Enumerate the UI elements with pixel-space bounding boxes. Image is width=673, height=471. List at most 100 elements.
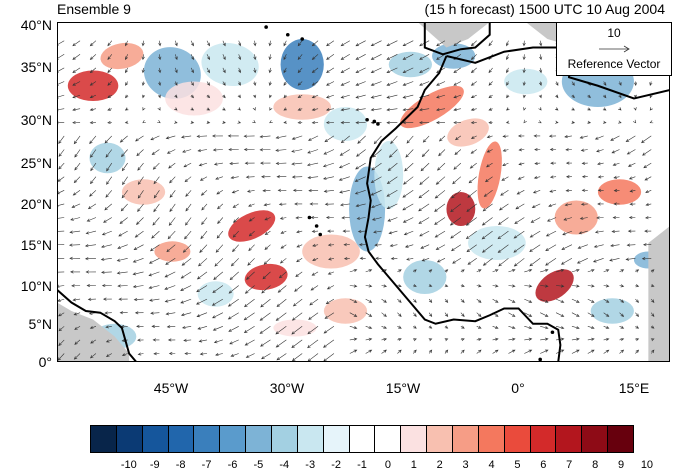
wind-vector xyxy=(502,148,509,152)
wind-vector xyxy=(279,258,287,264)
wind-vector xyxy=(328,257,334,261)
wind-vector xyxy=(72,108,81,112)
wind-vector xyxy=(428,338,433,342)
wind-vector xyxy=(340,54,350,60)
wind-vector xyxy=(578,230,588,235)
wind-vector xyxy=(581,188,588,192)
wind-vector xyxy=(505,54,509,61)
wind-vector xyxy=(576,258,588,264)
wind-vector xyxy=(436,162,446,171)
wind-vector xyxy=(513,244,525,253)
wind-vector xyxy=(164,285,176,290)
wind-vector xyxy=(297,94,303,99)
wind-vector xyxy=(311,54,319,60)
wind-vector xyxy=(538,94,542,99)
wind-vector xyxy=(151,324,160,328)
wind-vector xyxy=(90,162,97,172)
wind-vector xyxy=(232,230,239,238)
wind-vector xyxy=(133,244,144,250)
wind-vector xyxy=(436,108,446,112)
wind-vector xyxy=(206,120,211,124)
wind-vector xyxy=(268,67,272,74)
wind-vector xyxy=(619,298,625,303)
wind-vector xyxy=(372,149,382,158)
wind-vector xyxy=(137,203,144,213)
wind-vector xyxy=(119,311,128,315)
wind-vector xyxy=(516,190,525,195)
wind-vector xyxy=(470,40,477,47)
wind-vector xyxy=(386,67,398,73)
wind-vector xyxy=(420,162,430,172)
wind-vector xyxy=(153,203,160,213)
wind-vector xyxy=(268,40,272,47)
wind-vector xyxy=(465,217,477,226)
wind-vector xyxy=(357,135,366,144)
wind-vector xyxy=(628,176,636,180)
wind-vector xyxy=(486,149,493,153)
wind-vector xyxy=(125,81,129,86)
wind-vector xyxy=(212,148,223,152)
wind-vector xyxy=(618,94,622,99)
wind-vector xyxy=(524,337,533,341)
wind-vector xyxy=(90,339,97,344)
colorbar-label: -1 xyxy=(357,459,367,471)
wind-vector xyxy=(476,298,482,303)
wind-vector xyxy=(185,203,192,212)
wind-vector xyxy=(106,176,113,185)
wind-vector xyxy=(470,94,477,98)
wind-vector xyxy=(481,244,493,253)
wind-vector xyxy=(540,284,549,288)
colorbar-cell xyxy=(401,426,428,452)
wind-vector xyxy=(349,298,358,303)
island xyxy=(372,119,377,124)
wind-vector xyxy=(492,325,499,329)
wind-vector xyxy=(308,312,319,320)
wind-vector xyxy=(324,202,334,206)
wind-vector xyxy=(594,135,604,140)
wind-vector xyxy=(602,107,607,111)
wind-vector xyxy=(201,203,208,211)
wind-vector xyxy=(245,353,255,358)
wind-vector xyxy=(103,297,112,301)
wind-vector xyxy=(174,107,178,111)
wind-vector xyxy=(587,94,591,99)
wind-vector xyxy=(548,203,557,208)
anomaly-patch xyxy=(432,43,476,69)
wind-vector xyxy=(428,325,433,329)
wind-vector xyxy=(498,258,509,267)
wind-vector xyxy=(642,149,652,156)
wind-vector xyxy=(534,161,541,165)
wind-vector xyxy=(522,40,526,47)
wind-vector xyxy=(635,338,640,342)
wind-vector xyxy=(540,349,549,354)
wind-vector xyxy=(325,215,334,220)
wind-vector xyxy=(581,161,588,165)
wind-vector xyxy=(196,298,208,305)
wind-vector xyxy=(644,229,652,233)
colorbar-cell xyxy=(297,426,324,452)
wind-vector xyxy=(150,135,160,141)
wind-vector xyxy=(349,349,358,354)
wind-vector xyxy=(244,285,255,294)
wind-vector xyxy=(370,203,382,209)
wind-vector xyxy=(142,119,146,124)
wind-vector xyxy=(467,258,477,265)
wind-vector xyxy=(261,175,271,179)
wind-vector xyxy=(238,40,242,47)
wind-vector xyxy=(540,298,549,303)
wind-vector xyxy=(597,175,604,179)
wind-vector xyxy=(381,284,388,288)
wind-vector xyxy=(611,149,620,154)
wind-vector xyxy=(166,244,176,253)
wind-vector xyxy=(466,244,477,253)
island xyxy=(538,357,542,362)
wind-vector xyxy=(470,120,477,125)
y-tick-label: 35°N xyxy=(20,59,52,75)
wind-vector xyxy=(359,256,366,260)
island xyxy=(307,215,312,220)
wind-vector xyxy=(200,190,208,196)
wind-vector xyxy=(610,244,620,248)
wind-vector xyxy=(90,176,97,185)
coastline xyxy=(423,22,491,56)
wind-vector xyxy=(248,244,255,252)
